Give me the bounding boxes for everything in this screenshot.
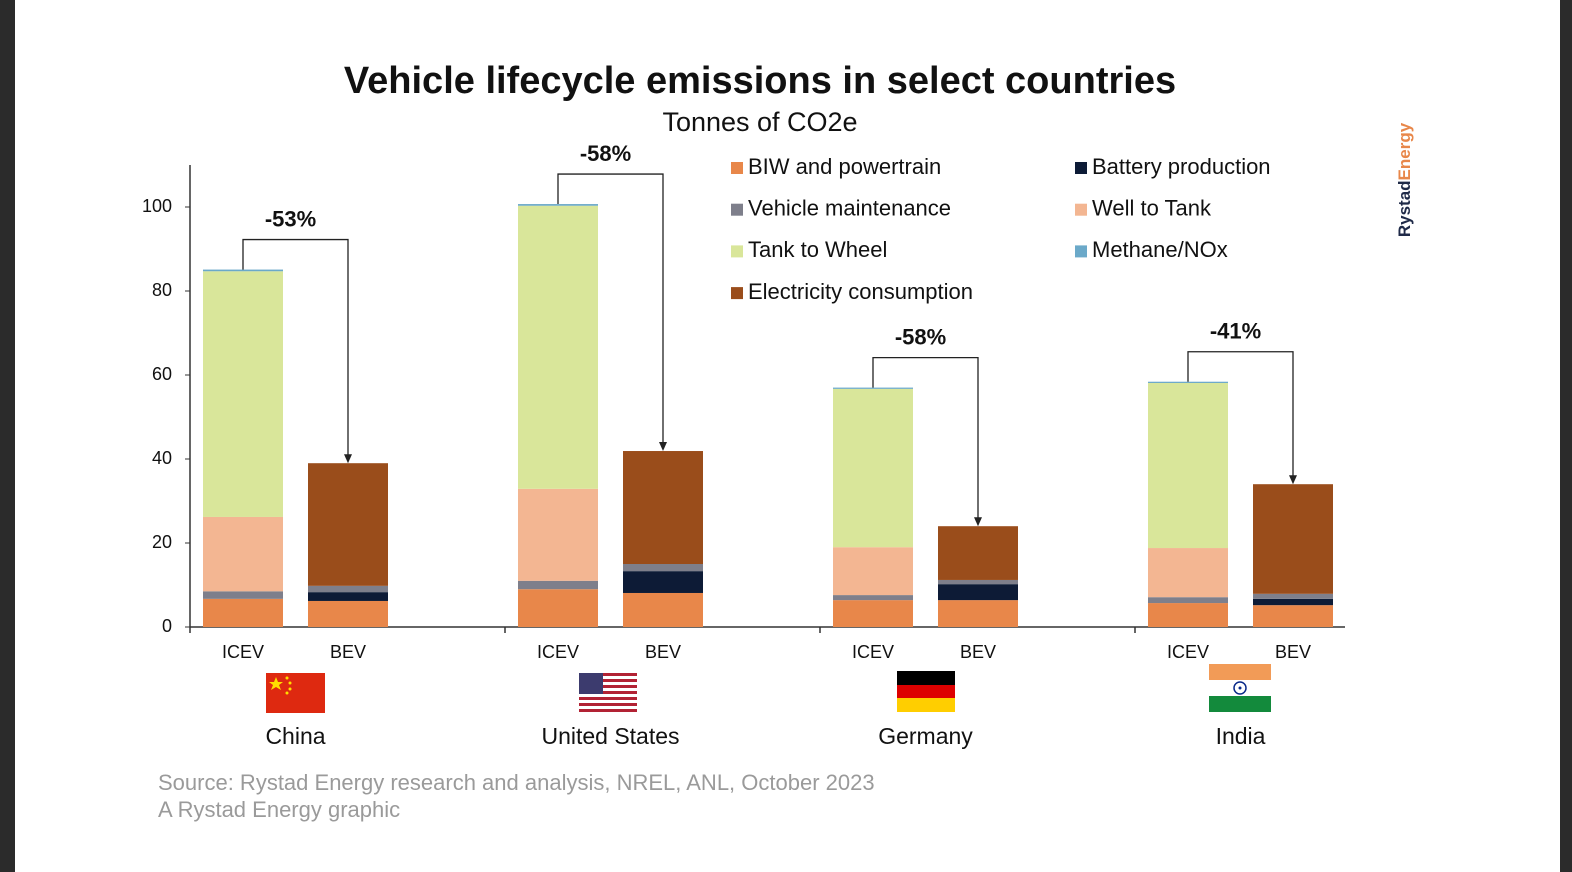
bar-segment (1148, 548, 1228, 598)
reduction-bracket (557, 173, 664, 444)
chart-subtitle: Tonnes of CO2e (662, 107, 857, 137)
legend-swatch (731, 245, 743, 258)
legend-label: Methane/NOx (1092, 237, 1228, 262)
logo-first: Rystad (1395, 180, 1414, 237)
bar-segment (1253, 484, 1333, 594)
legend-swatch (731, 287, 743, 300)
x-tick-label: BEV (1275, 642, 1311, 662)
bar-segment (1148, 381, 1228, 383)
bar-segment (518, 205, 598, 489)
annotation: -58% (895, 324, 946, 349)
reduction-bracket (872, 356, 979, 519)
bar-segment (308, 592, 388, 601)
group-label: India (1216, 723, 1266, 749)
bar-segment (308, 463, 388, 586)
bar-segment (938, 526, 1018, 580)
bar-segment (1253, 598, 1333, 606)
y-tick-label: 40 (152, 448, 172, 468)
bar-segment (518, 488, 598, 581)
bar-segment (1148, 597, 1228, 604)
bar-segment (518, 580, 598, 590)
bar-segment (833, 387, 913, 389)
bar-segment (623, 564, 703, 572)
legend-label: BIW and powertrain (748, 154, 941, 179)
logo-second: Energy (1395, 122, 1414, 180)
bar-segment (1148, 382, 1228, 549)
flag-us (579, 673, 637, 713)
bar-segment (518, 589, 598, 627)
flag-germany (897, 671, 955, 712)
chart-title: Vehicle lifecycle emissions in select co… (344, 60, 1176, 102)
annotation: -41% (1210, 319, 1261, 344)
reduction-bracket (1187, 351, 1294, 477)
bar-segment (833, 600, 913, 627)
legend-label: Tank to Wheel (748, 237, 887, 262)
y-tick-label: 80 (152, 280, 172, 300)
bar-segment (623, 451, 703, 564)
legend-label: Well to Tank (1092, 196, 1212, 221)
x-tick-label: ICEV (222, 642, 264, 662)
group-label: United States (541, 723, 679, 749)
legend-swatch (731, 203, 743, 216)
source: Source: Rystad Energy research and analy… (158, 770, 875, 795)
bar-segment (203, 516, 283, 592)
bar-segment (833, 388, 913, 548)
bar-segment (308, 600, 388, 627)
bar-segment (938, 579, 1018, 585)
legend-label: Electricity consumption (748, 279, 973, 304)
reduction-bracket (242, 238, 349, 456)
legend-swatch (1075, 203, 1087, 216)
bar-segment (203, 269, 283, 272)
bar-segment (938, 600, 1018, 627)
legend-swatch (1075, 245, 1087, 258)
bar-segment (518, 204, 598, 206)
legend-swatch (731, 162, 743, 174)
legend-swatch (1075, 162, 1087, 174)
y-tick-label: 0 (162, 616, 172, 636)
bar-segment (833, 547, 913, 596)
y-tick-label: 60 (152, 364, 172, 384)
bar-segment (1253, 605, 1333, 627)
bar-segment (833, 595, 913, 601)
bar-segment (203, 598, 283, 627)
group-label: Germany (878, 723, 973, 749)
flag-china (266, 673, 325, 713)
legend-label: Vehicle maintenance (748, 196, 951, 221)
annotation: -53% (265, 206, 316, 231)
logo: RystadEnergy (1395, 122, 1414, 237)
x-tick-label: ICEV (1167, 642, 1209, 662)
y-tick-label: 20 (152, 532, 172, 552)
x-tick-label: ICEV (537, 642, 579, 662)
arrow-head (974, 517, 982, 527)
arrow-head (659, 442, 667, 452)
bar-segment (938, 584, 1018, 601)
legend-label: Battery production (1092, 154, 1271, 179)
arrow-head (344, 454, 352, 464)
x-tick-label: BEV (645, 642, 681, 662)
bar-segment (1148, 603, 1228, 627)
bar-segment (623, 571, 703, 593)
x-tick-label: ICEV (852, 642, 894, 662)
x-tick-label: BEV (960, 642, 996, 662)
annotation: -58% (580, 141, 631, 166)
group-label: China (265, 723, 325, 749)
bar-segment (623, 592, 703, 627)
credit: A Rystad Energy graphic (158, 797, 400, 822)
bar-segment (308, 585, 388, 593)
flag-india (1209, 664, 1271, 712)
x-tick-label: BEV (330, 642, 366, 662)
bar-segment (203, 271, 283, 517)
arrow-head (1289, 475, 1297, 485)
bar-segment (1253, 593, 1333, 599)
bar-segment (203, 591, 283, 599)
y-tick-label: 100 (142, 196, 172, 216)
